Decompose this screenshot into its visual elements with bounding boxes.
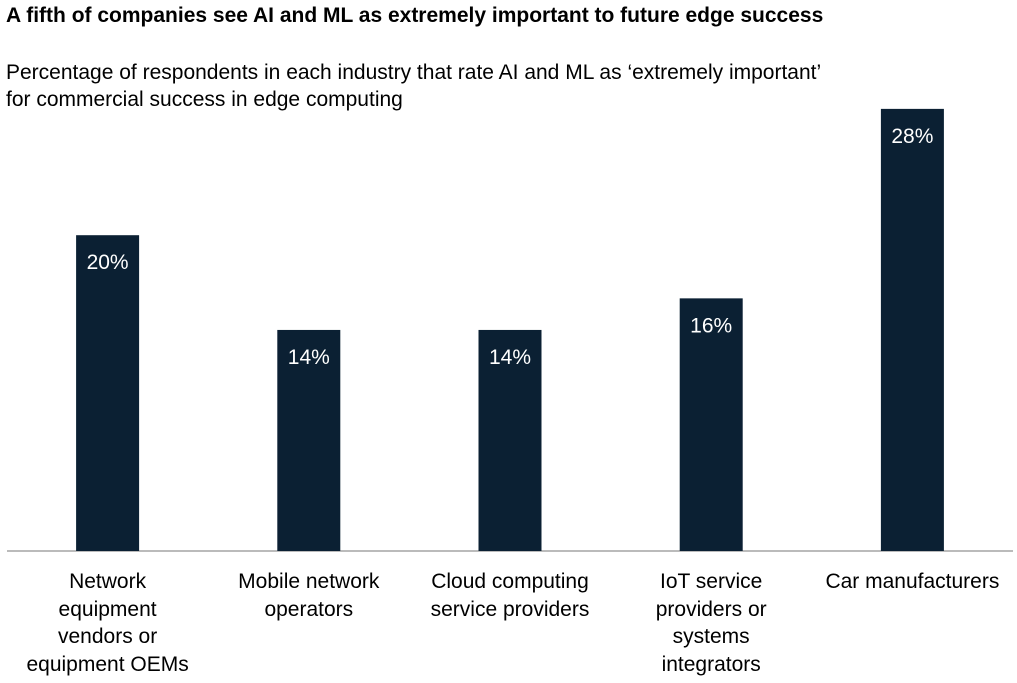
value-label: 28% xyxy=(891,125,933,148)
value-label: 16% xyxy=(690,314,732,337)
value-label: 14% xyxy=(489,346,531,369)
x-tick-label: IoT service providers or systems integra… xyxy=(655,570,767,676)
x-tick-label: Network equipment vendors or equipment O… xyxy=(26,570,189,676)
bar xyxy=(880,108,944,551)
x-tick-label: Mobile network operators xyxy=(238,570,380,621)
x-tick-label: Cloud computing service providers xyxy=(430,570,590,621)
bar xyxy=(679,298,743,551)
bar xyxy=(277,329,341,551)
chart-subtitle: Percentage of respondents in each indust… xyxy=(6,61,821,111)
value-label: 14% xyxy=(288,346,330,369)
value-label: 20% xyxy=(87,251,129,274)
bar xyxy=(478,329,542,551)
bar xyxy=(76,235,140,551)
chart-title: A fifth of companies see AI and ML as ex… xyxy=(6,4,824,27)
x-tick-label: Car manufacturers xyxy=(825,570,1000,593)
